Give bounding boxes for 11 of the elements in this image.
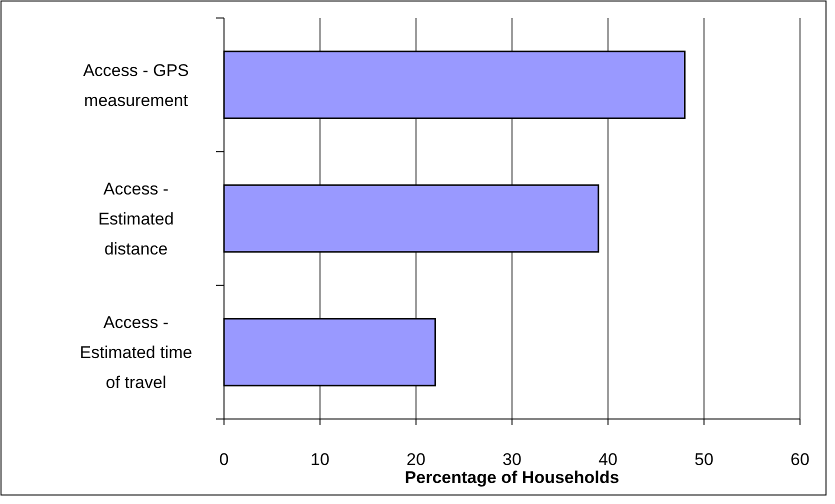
y-tick-label: Access - GPS measurement — [83, 60, 189, 110]
x-tick-label: 0 — [219, 450, 229, 469]
y-tick-label: Access - Estimated distance — [98, 180, 174, 258]
x-tick-label: 50 — [694, 450, 714, 469]
x-tick-label: 30 — [502, 450, 522, 469]
x-tick-label: 40 — [598, 450, 618, 469]
y-tick-label: Access - Estimated time of travel — [80, 313, 192, 392]
x-tick-label: 60 — [790, 450, 810, 469]
x-tick-label: 10 — [310, 450, 330, 469]
x-tick-label: 20 — [406, 450, 426, 469]
x-axis-title: Percentage of Households — [404, 468, 620, 487]
